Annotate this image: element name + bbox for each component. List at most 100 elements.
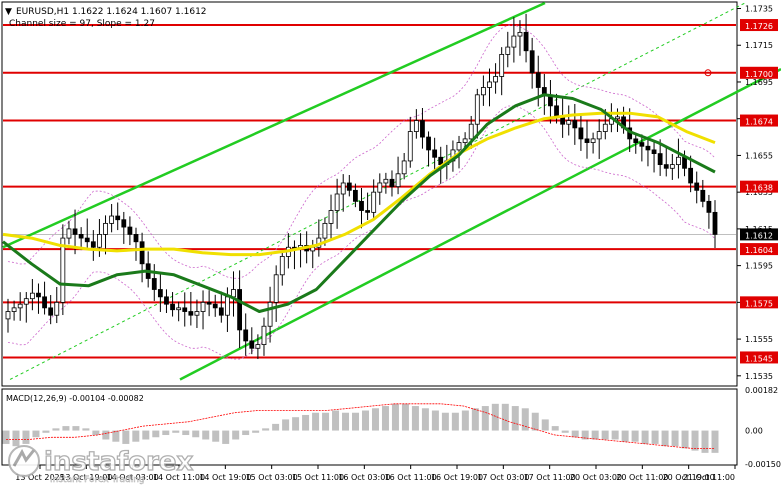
candle-body-38 (237, 289, 243, 331)
macd-bar-14 (142, 430, 150, 440)
price-tick-label-9: 1.1555 (745, 335, 773, 344)
main-plot-frame (1, 1, 738, 387)
price-tick-label-10: 1.1535 (745, 372, 773, 381)
candle-body-90 (554, 105, 559, 118)
channel-lower-line (179, 68, 781, 381)
candle-body-53 (328, 210, 334, 224)
candle-body-52 (322, 222, 328, 239)
candle-body-104 (639, 142, 645, 147)
channel-anchor-marker (704, 69, 712, 77)
macd-bar-11 (112, 430, 120, 442)
candle-body-0 (5, 311, 11, 320)
candle-body-39 (243, 329, 249, 342)
candle-body-35 (218, 307, 224, 316)
macd-bar-22 (222, 430, 230, 444)
macd-bar-64 (641, 430, 649, 444)
candle-body-4 (29, 292, 35, 300)
candle-body-92 (566, 120, 572, 125)
candle-body-70 (432, 149, 438, 158)
macd-bar-4 (42, 430, 50, 433)
time-label-3: 14 Oct 11:00 (153, 473, 205, 482)
time-label-12: 20 Oct 03:00 (570, 473, 622, 482)
macd-bar-13 (132, 430, 140, 442)
time-label-6: 15 Oct 11:00 (292, 473, 344, 482)
candle-body-65 (401, 160, 407, 175)
macd-bar-52 (521, 408, 529, 431)
macd-bar-63 (631, 430, 639, 442)
envelope-bands (7, 24, 716, 360)
macd-bar-28 (282, 419, 290, 431)
candle-body-95 (584, 138, 590, 143)
candle-body-32 (200, 301, 206, 312)
macd-bar-23 (232, 430, 240, 440)
macd-bar-19 (192, 430, 200, 438)
macd-bar-65 (651, 430, 659, 444)
level-labels: 1.1726 1.1700 1.1674 1.1638 1.1604 1.1575 1.15… (740, 19, 778, 364)
candle-body-110 (676, 156, 681, 166)
macd-bar-48 (481, 406, 489, 431)
macd-bar-6 (62, 426, 70, 431)
candle-body-40 (249, 340, 255, 349)
macd-signal-line (6, 403, 715, 449)
candle-body-37 (231, 289, 236, 298)
macd-bar-36 (361, 410, 369, 431)
macd-bar-10 (102, 430, 110, 440)
candle-body-6 (42, 296, 47, 309)
macd-bar-39 (391, 403, 399, 431)
candle-body-1 (11, 307, 17, 312)
price-axis: 1.17351.17151.16951.16751.16551.16351.16… (737, 5, 773, 381)
time-label-7: 16 Oct 03:00 (338, 473, 390, 482)
macd-bar-43 (431, 410, 439, 431)
time-label-8: 16 Oct 11:00 (385, 473, 437, 482)
macd-tick-label-0: 0.00182 (745, 386, 778, 395)
candle-body-13 (84, 237, 90, 243)
candle-body-3 (23, 298, 29, 305)
level-label-6: 1.1545 (745, 354, 773, 363)
candle-body-55 (340, 182, 346, 195)
candle-body-108 (663, 164, 669, 169)
macd-bar-61 (611, 430, 619, 440)
current-price-badge (740, 228, 778, 241)
ma-fast-line (2, 111, 716, 257)
macd-label: MACD(12,26,9) -0.00104 -0.00082 (6, 394, 144, 403)
candle-body-63 (389, 178, 395, 188)
time-label-13: 20 Oct 11:00 (616, 473, 668, 482)
candle-body-93 (572, 120, 578, 129)
candle-body-109 (669, 164, 675, 169)
candle-body-27 (170, 303, 175, 311)
candle-body-36 (225, 296, 230, 316)
candle-body-83 (511, 35, 517, 48)
macd-bar-16 (162, 430, 170, 436)
macd-tick-label-2: -0.00150 (745, 460, 781, 469)
candle-body-66 (407, 131, 413, 162)
level-label-0: 1.1726 (745, 22, 773, 31)
time-label-4: 14 Oct 19:00 (199, 473, 251, 482)
macd-bar-25 (252, 430, 260, 433)
macd-plot-frame (1, 388, 738, 466)
candle-body-77 (474, 94, 480, 125)
candle-body-14 (90, 241, 96, 248)
candle-body-5 (36, 292, 41, 298)
level-badge-4 (740, 243, 778, 256)
candle-body-17 (109, 215, 115, 224)
macd-bar-56 (561, 430, 569, 433)
dropdown-arrow-icon[interactable]: ▼ (5, 7, 12, 17)
macd-bar-53 (531, 412, 539, 431)
macd-bar-35 (352, 412, 360, 431)
candle-body-11 (72, 228, 78, 235)
macd-bar-15 (152, 430, 160, 438)
macd-bar-47 (471, 408, 479, 431)
macd-bar-2 (22, 430, 30, 444)
macd-bar-17 (172, 430, 180, 433)
candle-body-64 (395, 173, 401, 188)
macd-bar-68 (681, 430, 689, 449)
macd-bar-34 (342, 412, 350, 431)
symbol-ohlc-label: EURUSD,H1 1.1622 1.1624 1.1607 1.1612 (16, 7, 207, 17)
candle-body-69 (426, 136, 431, 151)
macd-bar-29 (292, 417, 300, 431)
candle-body-43 (267, 301, 273, 327)
candle-body-10 (66, 228, 72, 239)
candle-body-107 (657, 153, 663, 166)
candle-body-116 (712, 211, 718, 235)
